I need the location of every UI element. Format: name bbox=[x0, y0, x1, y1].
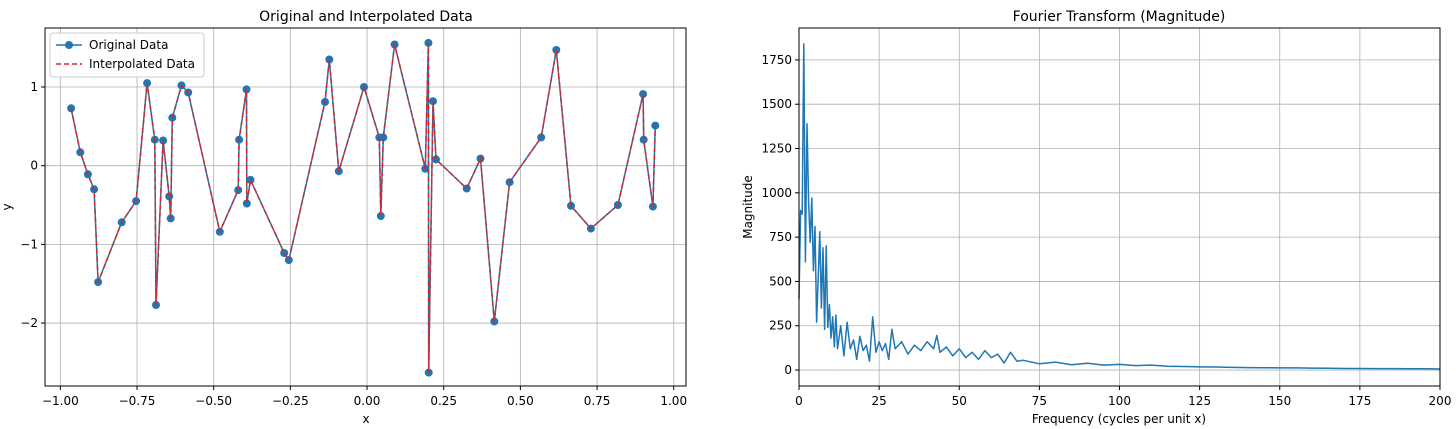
left-chart-y-ticks: −2 −1 0 1 bbox=[20, 80, 45, 330]
original-data-point bbox=[639, 135, 648, 144]
y-tick-label: −1 bbox=[20, 237, 38, 251]
x-tick-label: 0.25 bbox=[430, 394, 457, 408]
original-data-point bbox=[552, 46, 561, 54]
right-chart-y-ticks: 0 250 500 750 1000 1250 1500 1750 bbox=[761, 53, 799, 377]
x-tick-label: 1.00 bbox=[660, 394, 687, 408]
right-chart: Fourier Transform (Magnitude) 0 25 50 75 100… bbox=[741, 9, 1451, 426]
left-chart: Original and Interpolated Data −1.00 −0.7… bbox=[0, 9, 687, 426]
x-tick-label: −0.50 bbox=[195, 394, 232, 408]
original-data-point bbox=[376, 212, 385, 220]
left-chart-legend: Original Data Interpolated Data bbox=[49, 32, 205, 78]
right-chart-x-ticks: 0 25 50 75 100 125 150 175 200 bbox=[795, 386, 1451, 408]
original-data-point bbox=[242, 199, 251, 208]
y-tick-label: 1750 bbox=[761, 53, 792, 67]
y-tick-label: 0 bbox=[30, 159, 38, 173]
original-data-point bbox=[234, 186, 243, 195]
x-tick-label: 25 bbox=[871, 394, 886, 408]
y-tick-label: 1000 bbox=[761, 186, 792, 200]
original-data-point bbox=[246, 175, 255, 184]
left-chart-y-label: y bbox=[0, 203, 14, 210]
x-tick-label: 100 bbox=[1108, 394, 1131, 408]
x-tick-label: 150 bbox=[1268, 394, 1291, 408]
left-chart-x-label: x bbox=[362, 412, 369, 426]
x-tick-label: 0.00 bbox=[354, 394, 381, 408]
left-chart-title: Original and Interpolated Data bbox=[259, 9, 473, 25]
left-chart-grid bbox=[45, 28, 686, 386]
left-chart-x-ticks: −1.00 −0.75 −0.50 −0.25 0.00 0.25 0.50 0.75 1.00 bbox=[42, 386, 687, 408]
y-tick-label: 0 bbox=[784, 363, 792, 377]
legend-interpolated-label: Interpolated Data bbox=[89, 57, 195, 71]
original-data-point bbox=[379, 133, 388, 142]
x-tick-label: 50 bbox=[952, 394, 967, 408]
x-tick-label: 0.50 bbox=[507, 394, 534, 408]
right-chart-y-label: Magnitude bbox=[741, 175, 755, 239]
y-tick-label: 750 bbox=[769, 230, 792, 244]
legend-original-label: Original Data bbox=[89, 38, 168, 52]
right-chart-plot-area bbox=[798, 43, 1441, 370]
original-data-point bbox=[462, 184, 471, 193]
left-chart-frame bbox=[44, 27, 687, 387]
fourier-magnitude-line bbox=[798, 43, 1441, 370]
y-tick-label: 1250 bbox=[761, 142, 792, 156]
x-tick-label: −0.25 bbox=[272, 394, 309, 408]
x-tick-label: 125 bbox=[1188, 394, 1211, 408]
x-tick-label: 200 bbox=[1429, 394, 1452, 408]
original-data-point bbox=[280, 249, 289, 257]
legend-box bbox=[49, 32, 205, 78]
x-tick-label: −1.00 bbox=[42, 394, 79, 408]
left-chart-plot-area bbox=[67, 38, 660, 377]
x-tick-label: 175 bbox=[1348, 394, 1371, 408]
legend-original-marker bbox=[65, 41, 73, 49]
y-tick-label: 1500 bbox=[761, 97, 792, 111]
y-tick-label: 250 bbox=[769, 319, 792, 333]
y-tick-label: 1 bbox=[30, 80, 38, 94]
y-tick-label: −2 bbox=[20, 316, 38, 330]
y-tick-label: 500 bbox=[769, 274, 792, 288]
x-tick-label: 75 bbox=[1032, 394, 1047, 408]
x-tick-label: −0.75 bbox=[119, 394, 156, 408]
x-tick-label: 0.75 bbox=[584, 394, 611, 408]
right-chart-x-label: Frequency (cycles per unit x) bbox=[1032, 412, 1206, 426]
x-tick-label: 0 bbox=[795, 394, 803, 408]
right-chart-grid bbox=[798, 28, 1441, 386]
original-data-line bbox=[70, 42, 657, 373]
original-data-point bbox=[284, 256, 293, 265]
right-chart-title: Fourier Transform (Magnitude) bbox=[1013, 9, 1226, 25]
original-data-point bbox=[168, 113, 177, 122]
